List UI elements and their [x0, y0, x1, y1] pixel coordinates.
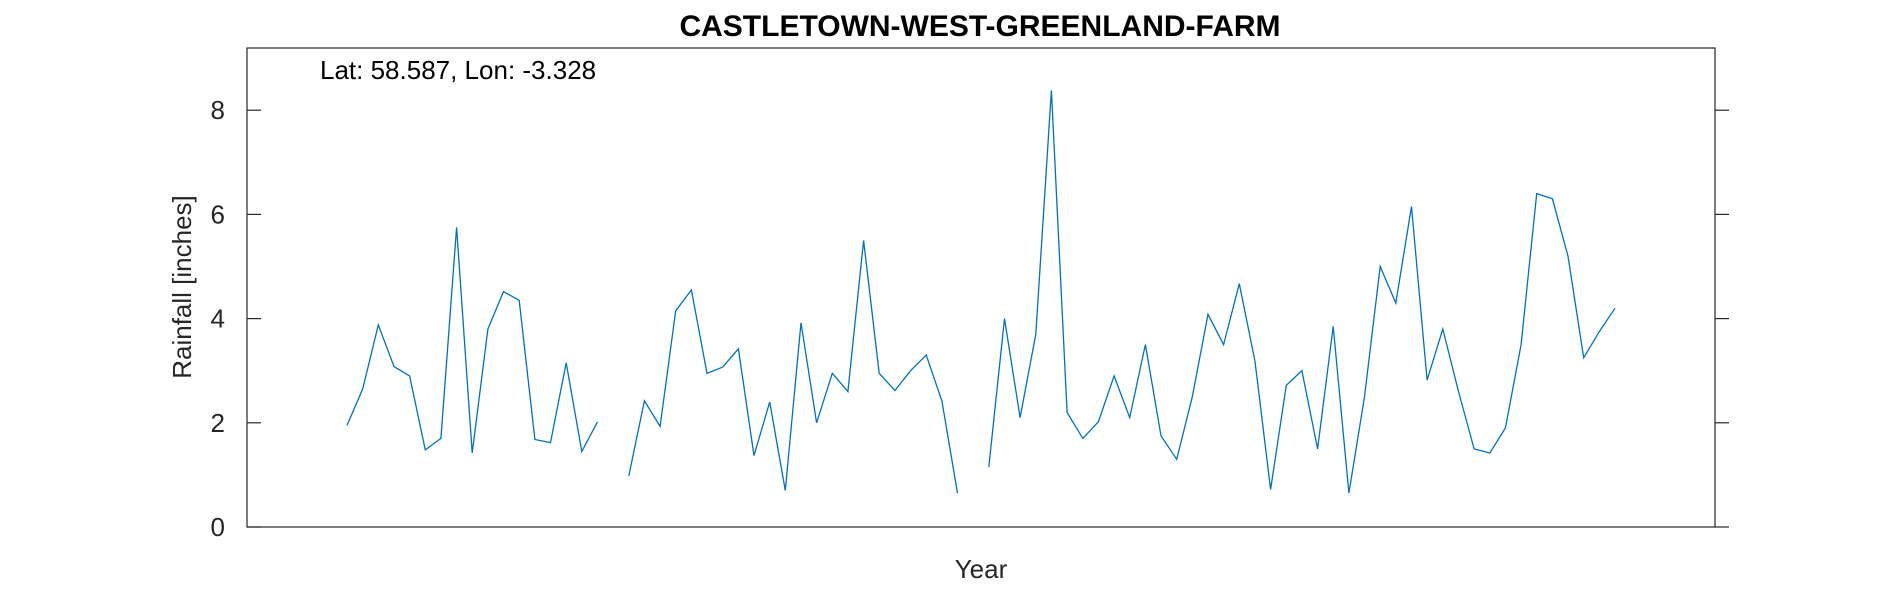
series-line-segment-0-1	[628, 240, 959, 494]
series-layer	[346, 90, 1616, 494]
x-axis-label: Year	[955, 554, 1008, 584]
y-tick-label-0: 0	[211, 512, 225, 542]
y-axis-label: Rainfall [inches]	[167, 195, 197, 379]
y-tick-label-2: 4	[211, 304, 225, 334]
plot-area-frame	[246, 47, 1716, 528]
y-axis: 0 2 4 6 8	[211, 95, 1729, 542]
y-tick-label-1: 2	[211, 408, 225, 438]
y-tick-label-4: 8	[211, 95, 225, 125]
chart-title: CASTLETOWN-WEST-GREENLAND-FARM	[679, 10, 1280, 43]
y-tick-label-3: 6	[211, 199, 225, 229]
series-line-segment-0-2	[988, 90, 1616, 494]
series-line-segment-0-0	[346, 227, 599, 454]
location-annotation: Lat: 58.587, Lon: -3.328	[320, 55, 596, 85]
